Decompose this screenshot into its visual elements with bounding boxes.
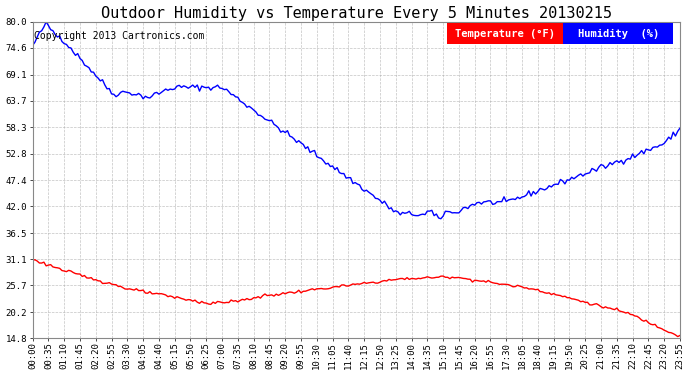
Bar (447, 23, 564, 44)
Text: Temperature (°F): Temperature (°F) (455, 29, 555, 39)
Title: Outdoor Humidity vs Temperature Every 5 Minutes 20130215: Outdoor Humidity vs Temperature Every 5 … (101, 6, 612, 21)
Text: Humidity  (%): Humidity (%) (578, 29, 659, 39)
Text: Copyright 2013 Cartronics.com: Copyright 2013 Cartronics.com (34, 31, 204, 41)
Bar (564, 23, 673, 44)
